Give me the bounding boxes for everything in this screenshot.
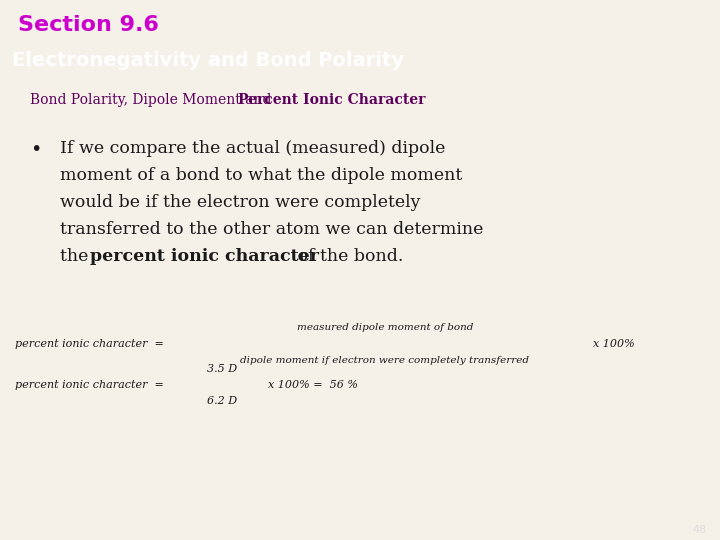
Text: •: • (30, 140, 41, 159)
Text: x 100%: x 100% (593, 339, 635, 349)
Text: dipole moment if electron were completely transferred: dipole moment if electron were completel… (240, 356, 529, 365)
Text: 3.5 D: 3.5 D (207, 364, 238, 374)
Text: measured dipole moment of bond: measured dipole moment of bond (297, 323, 473, 332)
Text: of the bond.: of the bond. (292, 248, 404, 265)
Text: the: the (60, 248, 94, 265)
Text: Section 9.6: Section 9.6 (18, 15, 159, 35)
Text: 6.2 D: 6.2 D (207, 396, 238, 406)
Text: would be if the electron were completely: would be if the electron were completely (60, 194, 420, 211)
Text: moment of a bond to what the dipole moment: moment of a bond to what the dipole mome… (60, 167, 462, 184)
Text: 48: 48 (693, 525, 707, 535)
Text: percent ionic character  =: percent ionic character = (15, 380, 164, 390)
Text: percent ionic character  =: percent ionic character = (15, 339, 164, 349)
Text: x 100% =  56 %: x 100% = 56 % (268, 380, 358, 390)
Text: Bond Polarity, Dipole Moment and: Bond Polarity, Dipole Moment and (30, 93, 276, 107)
Text: If we compare the actual (measured) dipole: If we compare the actual (measured) dipo… (60, 140, 446, 157)
Text: Electronegativity and Bond Polarity: Electronegativity and Bond Polarity (12, 51, 404, 71)
Text: Percent Ionic Character: Percent Ionic Character (238, 93, 426, 107)
Text: percent ionic character: percent ionic character (90, 248, 319, 265)
Text: transferred to the other atom we can determine: transferred to the other atom we can det… (60, 221, 483, 238)
